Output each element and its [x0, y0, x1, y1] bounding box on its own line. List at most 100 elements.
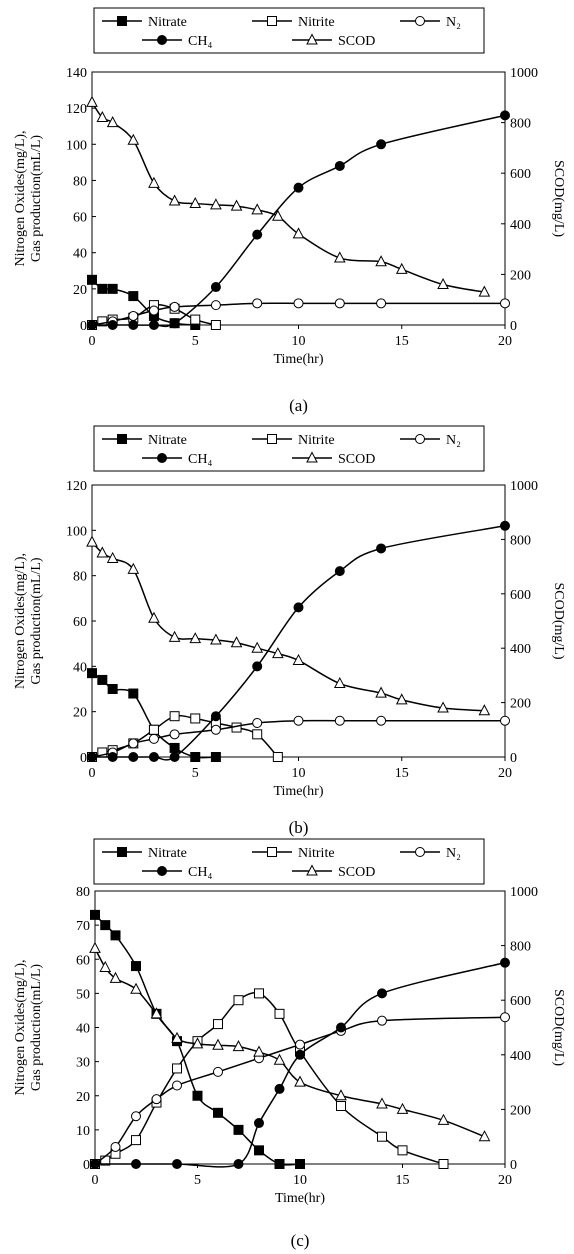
y-right-tick-label-0: 0 — [510, 751, 517, 766]
point-ch-6 — [295, 1049, 305, 1060]
point-nitrate-11 — [295, 1159, 305, 1169]
point-scod-4 — [150, 1007, 163, 1019]
point-scod-12 — [333, 251, 346, 263]
point-ch-6 — [252, 229, 263, 240]
point-n-10 — [500, 298, 510, 309]
point-nitrite-10 — [274, 1008, 285, 1019]
point-ch-0 — [87, 752, 97, 762]
y-right-tick-label-200: 200 — [510, 697, 531, 712]
point-nitrite-7 — [213, 1019, 223, 1030]
point-n-7 — [293, 715, 304, 726]
chart-panel-c: Nitrate Nitrite N₂ CH₄ SCOD 0 10 20 30 40 50 60 70 80… — [0, 836, 574, 1254]
point-nitrate-6 — [190, 752, 201, 762]
point-scod-14 — [395, 693, 408, 705]
series-nitrite — [90, 988, 449, 1169]
point-scod-14 — [395, 262, 408, 274]
y-left-tick-label-100: 100 — [66, 524, 87, 539]
y-left-tick-label-20: 20 — [73, 706, 87, 721]
point-ch-4 — [169, 752, 180, 762]
y-right-axis-label: SCOD(mg/L) — [551, 160, 566, 237]
series-nitrate — [90, 909, 305, 1169]
point-n-10 — [500, 715, 510, 726]
point-n-6 — [252, 718, 263, 728]
point-nitrate-7 — [210, 752, 221, 762]
point-scod-3 — [127, 133, 140, 145]
point-scod-12 — [333, 676, 346, 689]
point-scod-0 — [86, 535, 98, 547]
series-line-n — [94, 1016, 506, 1165]
series-ch — [87, 520, 510, 762]
point-scod-15 — [437, 1113, 450, 1125]
panel-label: (c) — [291, 1231, 310, 1250]
point-n-10 — [500, 1012, 510, 1023]
point-nitrite-1 — [97, 316, 108, 327]
y-left-tick-label-140: 140 — [66, 66, 87, 81]
series-line-ch — [91, 114, 506, 328]
point-scod-13 — [375, 255, 387, 267]
legend-marker-nitrate — [117, 434, 127, 444]
point-nitrite-13 — [377, 1131, 387, 1142]
y-left-tick-label-40: 40 — [73, 660, 87, 675]
legend-box — [93, 425, 485, 472]
point-nitrate-10 — [274, 1159, 285, 1169]
point-ch-2 — [128, 752, 139, 762]
x-tick-label-15: 15 — [396, 1173, 410, 1188]
point-ch-7 — [293, 602, 304, 613]
point-n-9 — [376, 715, 387, 726]
y-right-axis-label: SCOD(mg/L) — [551, 989, 566, 1066]
point-scod-15 — [437, 277, 449, 290]
y-left-tick-label-40: 40 — [76, 1022, 90, 1037]
legend-marker-nitrite — [267, 16, 277, 26]
point-nitrate-5 — [169, 742, 180, 753]
point-ch-8 — [377, 988, 387, 999]
point-ch-8 — [334, 566, 345, 577]
y-left-axis-label-line1: Nitrogen Oxides(mg/L), — [13, 959, 28, 1095]
point-n-9 — [376, 298, 387, 309]
y-left-tick-label-60: 60 — [73, 615, 87, 630]
y-right-tick-label-600: 600 — [510, 994, 531, 1009]
legend-label-n: N₂ — [446, 15, 461, 30]
point-scod-8 — [232, 1040, 245, 1052]
y-left-tick-label-0: 0 — [80, 751, 87, 766]
y-right-tick-label-400: 400 — [510, 642, 531, 657]
point-nitrite-9 — [254, 988, 264, 999]
point-n-3 — [148, 305, 159, 316]
y-right-tick-label-400: 400 — [510, 1049, 531, 1064]
point-nitrite-12 — [336, 1100, 346, 1111]
x-tick-label-10: 10 — [293, 1173, 307, 1188]
point-ch-4 — [254, 1118, 264, 1129]
point-nitrate-6 — [192, 1090, 203, 1101]
point-scod-4 — [148, 176, 160, 188]
point-scod-14 — [396, 1102, 409, 1114]
panel-label: (b) — [289, 818, 309, 837]
point-n-6 — [252, 298, 263, 309]
point-nitrate-0 — [87, 668, 97, 679]
point-scod-9 — [251, 203, 264, 215]
y-left-tick-label-40: 40 — [73, 247, 87, 262]
point-ch-0 — [87, 320, 97, 330]
series-scod — [86, 95, 491, 297]
legend: Nitrate Nitrite N₂ CH₄ SCOD — [93, 425, 485, 472]
point-nitrite-6 — [190, 314, 201, 325]
point-ch-5 — [274, 1083, 285, 1094]
legend-marker-n — [415, 16, 425, 26]
x-tick-label-10: 10 — [292, 766, 306, 781]
point-scod-16 — [478, 1130, 491, 1142]
x-tick-label-20: 20 — [498, 766, 512, 781]
legend-label-scod: SCOD — [338, 34, 375, 49]
point-n-7 — [295, 1039, 305, 1050]
point-scod-11 — [292, 227, 305, 239]
y-right-tick-label-0: 0 — [510, 1158, 517, 1173]
point-scod-6 — [189, 196, 202, 209]
legend-box — [93, 838, 485, 885]
y-left-tick-label-60: 60 — [76, 953, 90, 968]
legend-box — [93, 7, 485, 54]
y-right-tick-label-800: 800 — [510, 117, 531, 132]
legend-marker-scod — [306, 864, 318, 876]
legend-marker-ch — [157, 453, 167, 463]
point-ch-2 — [128, 320, 139, 330]
series-ch — [90, 957, 510, 1169]
y-left-tick-label-120: 120 — [66, 479, 87, 494]
point-ch-1 — [131, 1159, 141, 1169]
